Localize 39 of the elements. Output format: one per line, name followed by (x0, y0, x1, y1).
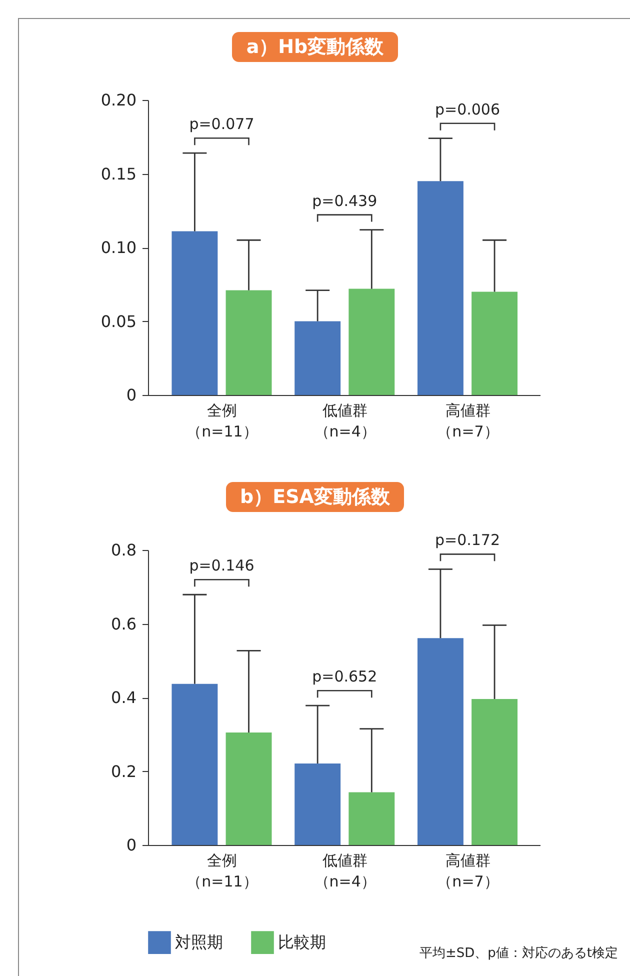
bar (417, 181, 464, 395)
annotation: p=0.146 (189, 556, 254, 575)
bar (472, 698, 518, 845)
legend-label: 対照期 (175, 932, 223, 952)
x-tick-label: 高値群（n=7） (437, 852, 499, 890)
text: p=0.172 (434, 531, 500, 550)
annotation: p=0.439 (312, 192, 378, 210)
y-tick-label: 0 (126, 836, 136, 854)
annotation: p=0.652 (312, 668, 378, 686)
legend-label: 比較期 (278, 932, 326, 952)
bar (172, 684, 218, 845)
y-tick-label: 0.4 (111, 688, 136, 707)
x-tick-label: 全例（n=11） (186, 402, 258, 440)
annotation: p=0.006 (434, 100, 500, 118)
bar (348, 792, 395, 845)
y-tick-label: 0.8 (111, 540, 136, 560)
y-tick-label: 0.2 (111, 762, 136, 781)
annotation: p=0.077 (189, 115, 254, 134)
x-tick-label: 全例（n=11） (186, 852, 258, 890)
bar (172, 231, 218, 395)
bar (417, 638, 464, 845)
bar (294, 764, 341, 845)
bar (226, 290, 272, 395)
x-tick-label: 低値群（n=4） (314, 852, 376, 890)
y-tick-label: 0.6 (111, 614, 136, 634)
x-tick-label: 低値群（n=4） (314, 402, 376, 440)
chart-title: b）ESA変動係数 (226, 482, 404, 512)
y-tick-label: 0 (126, 386, 136, 404)
y-tick-label: 0.05 (100, 312, 136, 331)
y-tick-label: 0.10 (100, 238, 136, 257)
bar (472, 292, 518, 395)
y-tick-label: 0.20 (100, 90, 136, 110)
text: 平均±SD、p値：対応のあるt検定 (419, 945, 618, 962)
bar (348, 288, 395, 395)
x-tick-label: 高値群（n=7） (437, 402, 499, 440)
bar (226, 732, 272, 845)
chart-title: a）Hb変動係数 (232, 32, 398, 62)
bar (294, 321, 341, 395)
y-tick-label: 0.15 (100, 164, 136, 184)
